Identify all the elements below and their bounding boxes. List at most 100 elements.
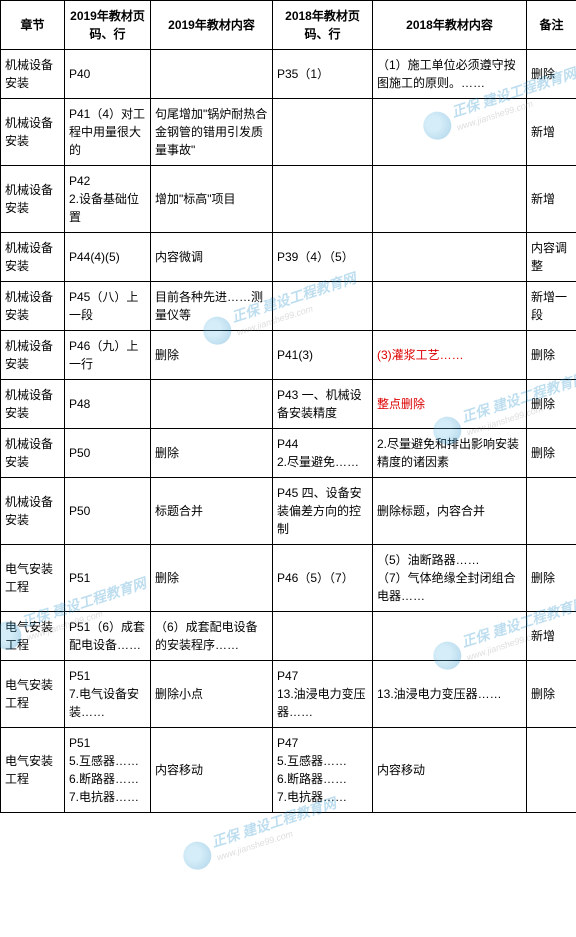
- cell-page2018: [273, 99, 373, 166]
- cell-page2018: [273, 612, 373, 661]
- table-row: 电气安装工程P517.电气设备安装……删除小点P4713.油浸电力变压器……13…: [1, 661, 576, 728]
- table-row: 机械设备安装P50删除P442.尽量避免……2.尽量避免和排出影响安装精度的诸因…: [1, 429, 576, 478]
- cell-content2018: [373, 612, 527, 661]
- cell-page2018: P4713.油浸电力变压器……: [273, 661, 373, 728]
- cell-page2019: P40: [65, 50, 151, 99]
- cell-note: 新增一段: [527, 282, 576, 331]
- table-row: 机械设备安装P48 P43 一、机械设备安装精度整点删除删除: [1, 380, 576, 429]
- cell-chapter: 电气安装工程: [1, 612, 65, 661]
- cell-page2019: P51: [65, 545, 151, 612]
- table-row: 电气安装工程P51删除P46（5）（7）（5）油断路器……（7）气体绝缘全封闭组…: [1, 545, 576, 612]
- table-row: 电气安装工程P515.互感器……6.断路器……7.电抗器……内容移动P475.互…: [1, 728, 576, 813]
- cell-content2018: 删除标题，内容合并: [373, 478, 527, 545]
- cell-content2018: 13.油浸电力变压器……: [373, 661, 527, 728]
- cell-page2018: P41(3): [273, 331, 373, 380]
- cell-content2019: 内容移动: [151, 728, 273, 813]
- cell-note: 删除: [527, 331, 576, 380]
- cell-note: 新增: [527, 166, 576, 233]
- cell-note: 新增: [527, 612, 576, 661]
- cell-page2018: [273, 282, 373, 331]
- cell-page2018: P46（5）（7）: [273, 545, 373, 612]
- cell-content2018: (3)灌浆工艺……: [373, 331, 527, 380]
- table-wrapper: 章节 2019年教材页码、行 2019年教材内容 2018年教材页码、行 201…: [0, 0, 576, 813]
- table-row: 机械设备安装P41（4）对工程中用量很大的句尾增加"锅炉耐热合金钢管的错用引发质…: [1, 99, 576, 166]
- cell-chapter: 机械设备安装: [1, 331, 65, 380]
- table-row: 机械设备安装P422.设备基础位置增加"标高"项目 新增: [1, 166, 576, 233]
- cell-page2018: P442.尽量避免……: [273, 429, 373, 478]
- cell-chapter: 电气安装工程: [1, 661, 65, 728]
- cell-page2018: P45 四、设备安装偏差方向的控制: [273, 478, 373, 545]
- cell-content2019: 标题合并: [151, 478, 273, 545]
- cell-content2019: 删除: [151, 429, 273, 478]
- header-content2019: 2019年教材内容: [151, 1, 273, 50]
- cell-chapter: 机械设备安装: [1, 99, 65, 166]
- header-page2019: 2019年教材页码、行: [65, 1, 151, 50]
- cell-page2018: P35（1）: [273, 50, 373, 99]
- cell-chapter: 机械设备安装: [1, 166, 65, 233]
- watermark-logo-icon: [180, 838, 215, 873]
- cell-page2019: P51（6）成套配电设备……: [65, 612, 151, 661]
- header-note: 备注: [527, 1, 576, 50]
- cell-content2019: 删除: [151, 545, 273, 612]
- cell-note: 内容调整: [527, 233, 576, 282]
- cell-content2018: 内容移动: [373, 728, 527, 813]
- cell-chapter: 机械设备安装: [1, 282, 65, 331]
- cell-page2019: P422.设备基础位置: [65, 166, 151, 233]
- cell-page2019: P45（八）上一段: [65, 282, 151, 331]
- cell-content2019: 删除: [151, 331, 273, 380]
- cell-content2018: [373, 166, 527, 233]
- cell-chapter: 机械设备安装: [1, 50, 65, 99]
- cell-content2019: 目前各种先进……测量仪等: [151, 282, 273, 331]
- cell-note: 删除: [527, 545, 576, 612]
- table-row: 机械设备安装P45（八）上一段目前各种先进……测量仪等 新增一段: [1, 282, 576, 331]
- cell-content2019: [151, 50, 273, 99]
- table-row: 机械设备安装P50标题合并P45 四、设备安装偏差方向的控制删除标题，内容合并: [1, 478, 576, 545]
- cell-content2018: 2.尽量避免和排出影响安装精度的诸因素: [373, 429, 527, 478]
- cell-note: 删除: [527, 661, 576, 728]
- cell-content2019: 删除小点: [151, 661, 273, 728]
- cell-content2018: [373, 233, 527, 282]
- table-row: 机械设备安装P44(4)(5)内容微调P39（4）（5） 内容调整: [1, 233, 576, 282]
- cell-note: 新增: [527, 99, 576, 166]
- header-chapter: 章节: [1, 1, 65, 50]
- cell-page2019: P41（4）对工程中用量很大的: [65, 99, 151, 166]
- cell-content2019: 增加"标高"项目: [151, 166, 273, 233]
- cell-content2018: （5）油断路器……（7）气体绝缘全封闭组合电器……: [373, 545, 527, 612]
- cell-note: 删除: [527, 380, 576, 429]
- header-row: 章节 2019年教材页码、行 2019年教材内容 2018年教材页码、行 201…: [1, 1, 576, 50]
- table-row: 机械设备安装P46（九）上一行删除P41(3)(3)灌浆工艺……删除: [1, 331, 576, 380]
- cell-page2019: P50: [65, 429, 151, 478]
- cell-content2018: [373, 99, 527, 166]
- cell-content2019: 内容微调: [151, 233, 273, 282]
- comparison-table: 章节 2019年教材页码、行 2019年教材内容 2018年教材页码、行 201…: [0, 0, 576, 813]
- cell-page2018: P43 一、机械设备安装精度: [273, 380, 373, 429]
- cell-chapter: 机械设备安装: [1, 380, 65, 429]
- cell-content2019: [151, 380, 273, 429]
- cell-note: [527, 728, 576, 813]
- cell-chapter: 电气安装工程: [1, 728, 65, 813]
- cell-page2018: P39（4）（5）: [273, 233, 373, 282]
- table-body: 机械设备安装P40P35（1）（1）施工单位必须遵守按图施工的原则。……删除机械…: [1, 50, 576, 813]
- cell-chapter: 机械设备安装: [1, 478, 65, 545]
- header-page2018: 2018年教材页码、行: [273, 1, 373, 50]
- cell-page2018: [273, 166, 373, 233]
- cell-content2018: 整点删除: [373, 380, 527, 429]
- table-row: 机械设备安装P40 P35（1）（1）施工单位必须遵守按图施工的原则。……删除: [1, 50, 576, 99]
- cell-page2019: P44(4)(5): [65, 233, 151, 282]
- cell-page2019: P46（九）上一行: [65, 331, 151, 380]
- cell-chapter: 电气安装工程: [1, 545, 65, 612]
- header-content2018: 2018年教材内容: [373, 1, 527, 50]
- cell-content2019: 句尾增加"锅炉耐热合金钢管的错用引发质量事故": [151, 99, 273, 166]
- cell-content2018: （1）施工单位必须遵守按图施工的原则。……: [373, 50, 527, 99]
- cell-page2018: P475.互感器……6.断路器……7.电抗器……: [273, 728, 373, 813]
- cell-page2019: P50: [65, 478, 151, 545]
- cell-note: [527, 478, 576, 545]
- cell-content2019: （6）成套配电设备的安装程序……: [151, 612, 273, 661]
- cell-note: 删除: [527, 50, 576, 99]
- cell-chapter: 机械设备安装: [1, 233, 65, 282]
- cell-page2019: P48: [65, 380, 151, 429]
- cell-page2019: P517.电气设备安装……: [65, 661, 151, 728]
- cell-page2019: P515.互感器……6.断路器……7.电抗器……: [65, 728, 151, 813]
- cell-content2018: [373, 282, 527, 331]
- cell-note: 删除: [527, 429, 576, 478]
